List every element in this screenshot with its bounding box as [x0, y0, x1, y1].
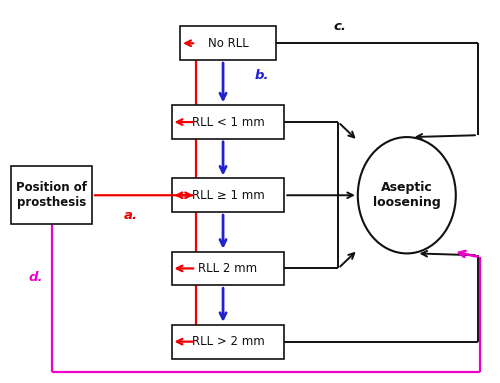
Text: Position of
prosthesis: Position of prosthesis	[16, 181, 87, 209]
FancyBboxPatch shape	[180, 26, 276, 60]
Text: Aseptic
loosening: Aseptic loosening	[373, 181, 440, 209]
FancyBboxPatch shape	[11, 166, 92, 224]
Text: b.: b.	[255, 69, 270, 82]
FancyBboxPatch shape	[172, 252, 284, 285]
Text: RLL < 1 mm: RLL < 1 mm	[192, 116, 264, 129]
Text: RLL 2 mm: RLL 2 mm	[198, 262, 258, 275]
Text: d.: d.	[28, 271, 43, 284]
Ellipse shape	[358, 137, 456, 254]
Text: RLL > 2 mm: RLL > 2 mm	[192, 335, 264, 348]
Text: No RLL: No RLL	[208, 37, 248, 50]
Text: a.: a.	[124, 210, 138, 223]
FancyBboxPatch shape	[172, 178, 284, 212]
Text: c.: c.	[334, 20, 346, 33]
Text: RLL ≥ 1 mm: RLL ≥ 1 mm	[192, 189, 264, 202]
FancyBboxPatch shape	[172, 325, 284, 358]
FancyBboxPatch shape	[172, 105, 284, 139]
